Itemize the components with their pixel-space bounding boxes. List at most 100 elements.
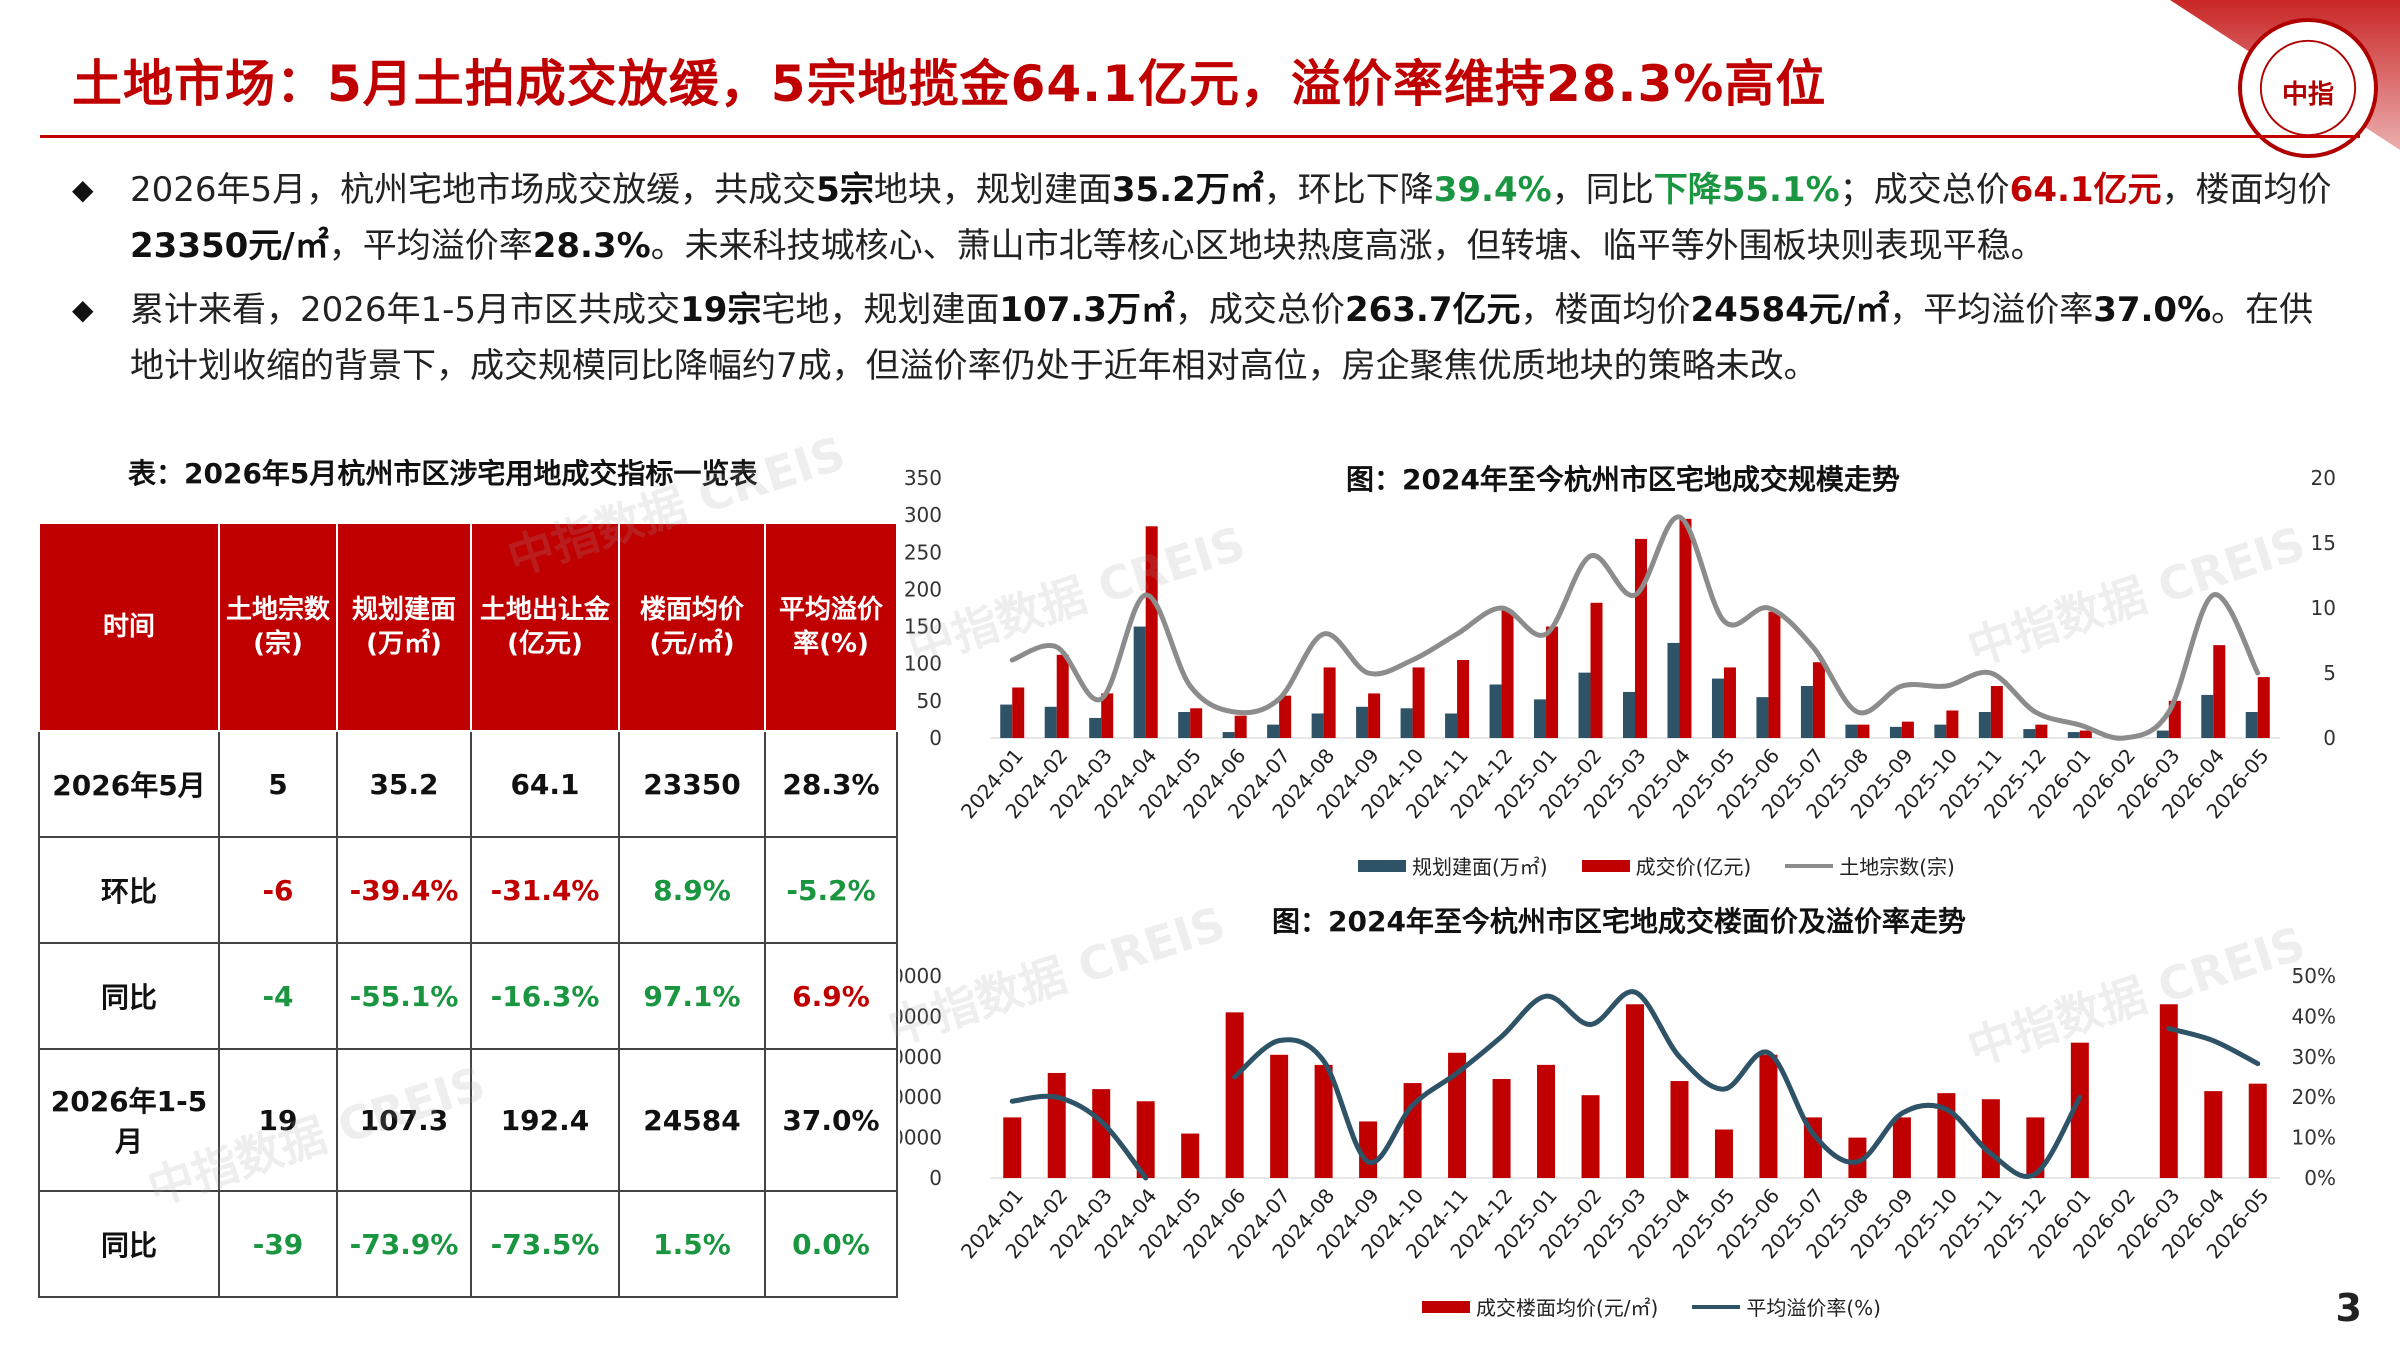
bar-a bbox=[1670, 1081, 1689, 1178]
legend-label: 成交楼面均价(元/㎡) bbox=[1476, 1296, 1659, 1320]
bar-a bbox=[1892, 1117, 1911, 1178]
bullet-segment: ，平均溢价率 bbox=[1889, 290, 2094, 330]
y-right-tick-label: 40% bbox=[2292, 1004, 2336, 1028]
bar-b bbox=[1546, 626, 1559, 738]
bar-a bbox=[1000, 704, 1013, 738]
bar-b bbox=[1457, 660, 1470, 738]
table-header-cell: 土地宗数 (宗) bbox=[218, 522, 338, 732]
bar-b bbox=[1412, 667, 1425, 738]
y-left-tick-label: 50 bbox=[917, 689, 942, 713]
bar-a bbox=[1225, 1012, 1244, 1178]
y-right-tick-label: 30% bbox=[2292, 1045, 2336, 1069]
bar-b bbox=[1901, 721, 1914, 738]
bullet-item: ◆ 累计来看，2026年1-5月市区共成交19宗宅地，规划建面107.3万㎡，成交… bbox=[72, 282, 2332, 394]
y-left-tick-label: 200 bbox=[904, 577, 942, 601]
title-divider bbox=[40, 135, 2360, 138]
bar-b bbox=[1234, 715, 1247, 738]
bar-a bbox=[1267, 724, 1280, 738]
table-cell: -16.3% bbox=[470, 942, 620, 1050]
bar-a bbox=[1181, 1133, 1200, 1178]
bar-b bbox=[1679, 518, 1692, 738]
row-label: 同比 bbox=[38, 1190, 220, 1298]
table-cell: -5.2% bbox=[764, 836, 898, 944]
bar-a bbox=[1178, 712, 1191, 738]
scale-trend-chart: 050100150200250300350051015202024-012024… bbox=[904, 466, 2336, 823]
bullet-text: 累计来看，2026年1-5月市区共成交19宗宅地，规划建面107.3万㎡，成交总… bbox=[130, 282, 2332, 394]
table-row: 2026年1-5月 19 107.3 192.4 24584 37.0% bbox=[38, 1048, 898, 1192]
bar-a bbox=[2201, 694, 2214, 738]
bar-a bbox=[1047, 1072, 1066, 1178]
y-left-tick-label: 40000 bbox=[900, 1004, 942, 1028]
bar-a bbox=[1845, 724, 1858, 738]
bullet-text: 2026年5月，杭州宅地市场成交放缓，共成交5宗地块，规划建面35.2万㎡，环比… bbox=[130, 162, 2332, 274]
bar-b bbox=[1145, 526, 1158, 738]
diamond-bullet-icon: ◆ bbox=[72, 293, 94, 326]
y-right-tick-label: 10% bbox=[2292, 1126, 2336, 1150]
bar-a bbox=[1756, 697, 1769, 738]
y-right-tick-label: 0% bbox=[2304, 1166, 2336, 1190]
legend-label: 成交价(亿元) bbox=[1635, 855, 1752, 879]
y-right-tick-label: 15 bbox=[2311, 531, 2336, 555]
bar-b bbox=[2257, 677, 2270, 738]
y-right-tick-label: 5 bbox=[2323, 661, 2336, 685]
row-label: 2026年5月 bbox=[38, 730, 220, 838]
bullet-segment: 39.4% bbox=[1433, 170, 1552, 210]
row-label: 同比 bbox=[38, 942, 220, 1050]
legend-item-premium: 平均溢价率(%) bbox=[1692, 1292, 1881, 1321]
legend-item-floor-price: 成交楼面均价(元/㎡) bbox=[1422, 1292, 1658, 1321]
table-cell: 64.1 bbox=[470, 730, 620, 838]
bar-a bbox=[2023, 729, 2036, 738]
y-right-tick-label: 0 bbox=[2323, 726, 2336, 750]
logo-text: 中指 bbox=[2281, 80, 2334, 110]
y-right-tick-label: 50% bbox=[2292, 964, 2336, 988]
bar-b bbox=[2035, 724, 2048, 738]
bar-a bbox=[1581, 1095, 1600, 1178]
y-left-tick-label: 350 bbox=[904, 466, 942, 490]
price-premium-chart: 0 10000 20000 30000 40000 50000 0% 10% 20% 30% 40%… bbox=[900, 964, 2336, 1263]
table-cell: -73.9% bbox=[336, 1190, 472, 1298]
bar-a bbox=[2070, 1042, 2089, 1178]
table-cell: -73.5% bbox=[470, 1190, 620, 1298]
y-right-tick-label: 20 bbox=[2311, 466, 2336, 490]
bar-a bbox=[1400, 708, 1413, 738]
bar-b bbox=[1768, 611, 1781, 738]
bar-b bbox=[1101, 693, 1114, 738]
legend-item-price: 成交价(亿元) bbox=[1581, 851, 1752, 880]
bar-a bbox=[1714, 1129, 1733, 1178]
series-line bbox=[1232, 989, 2083, 1179]
table-cell: 24584 bbox=[618, 1048, 766, 1192]
bar-a bbox=[2245, 712, 2258, 738]
chart1-legend: 规划建面(万㎡) 成交价(亿元) 土地宗数(宗) bbox=[1358, 851, 1955, 880]
bar-a bbox=[1667, 642, 1680, 738]
y-left-tick-label: 150 bbox=[904, 615, 942, 639]
bullet-segment: ，楼面均价 bbox=[2161, 170, 2332, 210]
bar-b bbox=[1812, 662, 1825, 738]
bar-b bbox=[1590, 602, 1603, 738]
bar-b bbox=[1635, 538, 1647, 738]
table-header-cell: 时间 bbox=[38, 522, 220, 732]
bullet-segment: 。在供地计划收缩的背景下，成交规模同比降幅约7成，但溢价率仍处于近年相对高位，房… bbox=[130, 290, 2314, 386]
bar-a bbox=[1359, 1121, 1378, 1178]
chart2-title: 图：2024年至今杭州市区宅地成交楼面价及溢价率走势 bbox=[1272, 905, 1966, 938]
land-stats-table: 时间 土地宗数 (宗) 规划建面 (万㎡) 土地出让金 (亿元) 楼面均价 (元/㎡) 平… bbox=[38, 522, 898, 1298]
bar-b bbox=[1279, 695, 1292, 738]
bar-a bbox=[1848, 1137, 1867, 1178]
bullet-segment: 263.7亿元 bbox=[1344, 290, 1521, 330]
bar-b bbox=[1501, 610, 1514, 738]
bar-a bbox=[1044, 706, 1057, 738]
bar-a bbox=[1626, 1004, 1644, 1178]
y-left-tick-label: 0 bbox=[929, 726, 942, 750]
legend-swatch bbox=[1785, 863, 1834, 868]
bullet-segment: 5宗 bbox=[816, 170, 874, 210]
bar-a bbox=[2067, 732, 2080, 738]
bullet-segment: 28.3% bbox=[532, 226, 651, 266]
page-title: 土地市场：5月土拍成交放缓，5宗地揽金64.1亿元，溢价率维持28.3%高位 bbox=[72, 55, 1827, 113]
bar-b bbox=[1990, 686, 2003, 738]
table-cell: 35.2 bbox=[336, 730, 472, 838]
legend-label: 平均溢价率(%) bbox=[1746, 1296, 1881, 1320]
bullet-segment: 37.0% bbox=[2093, 290, 2212, 330]
bar-a bbox=[1623, 691, 1635, 738]
bar-b bbox=[2213, 645, 2226, 738]
academy-logo: 中指 bbox=[2238, 18, 2378, 158]
y-left-tick-label: 30000 bbox=[900, 1045, 942, 1069]
